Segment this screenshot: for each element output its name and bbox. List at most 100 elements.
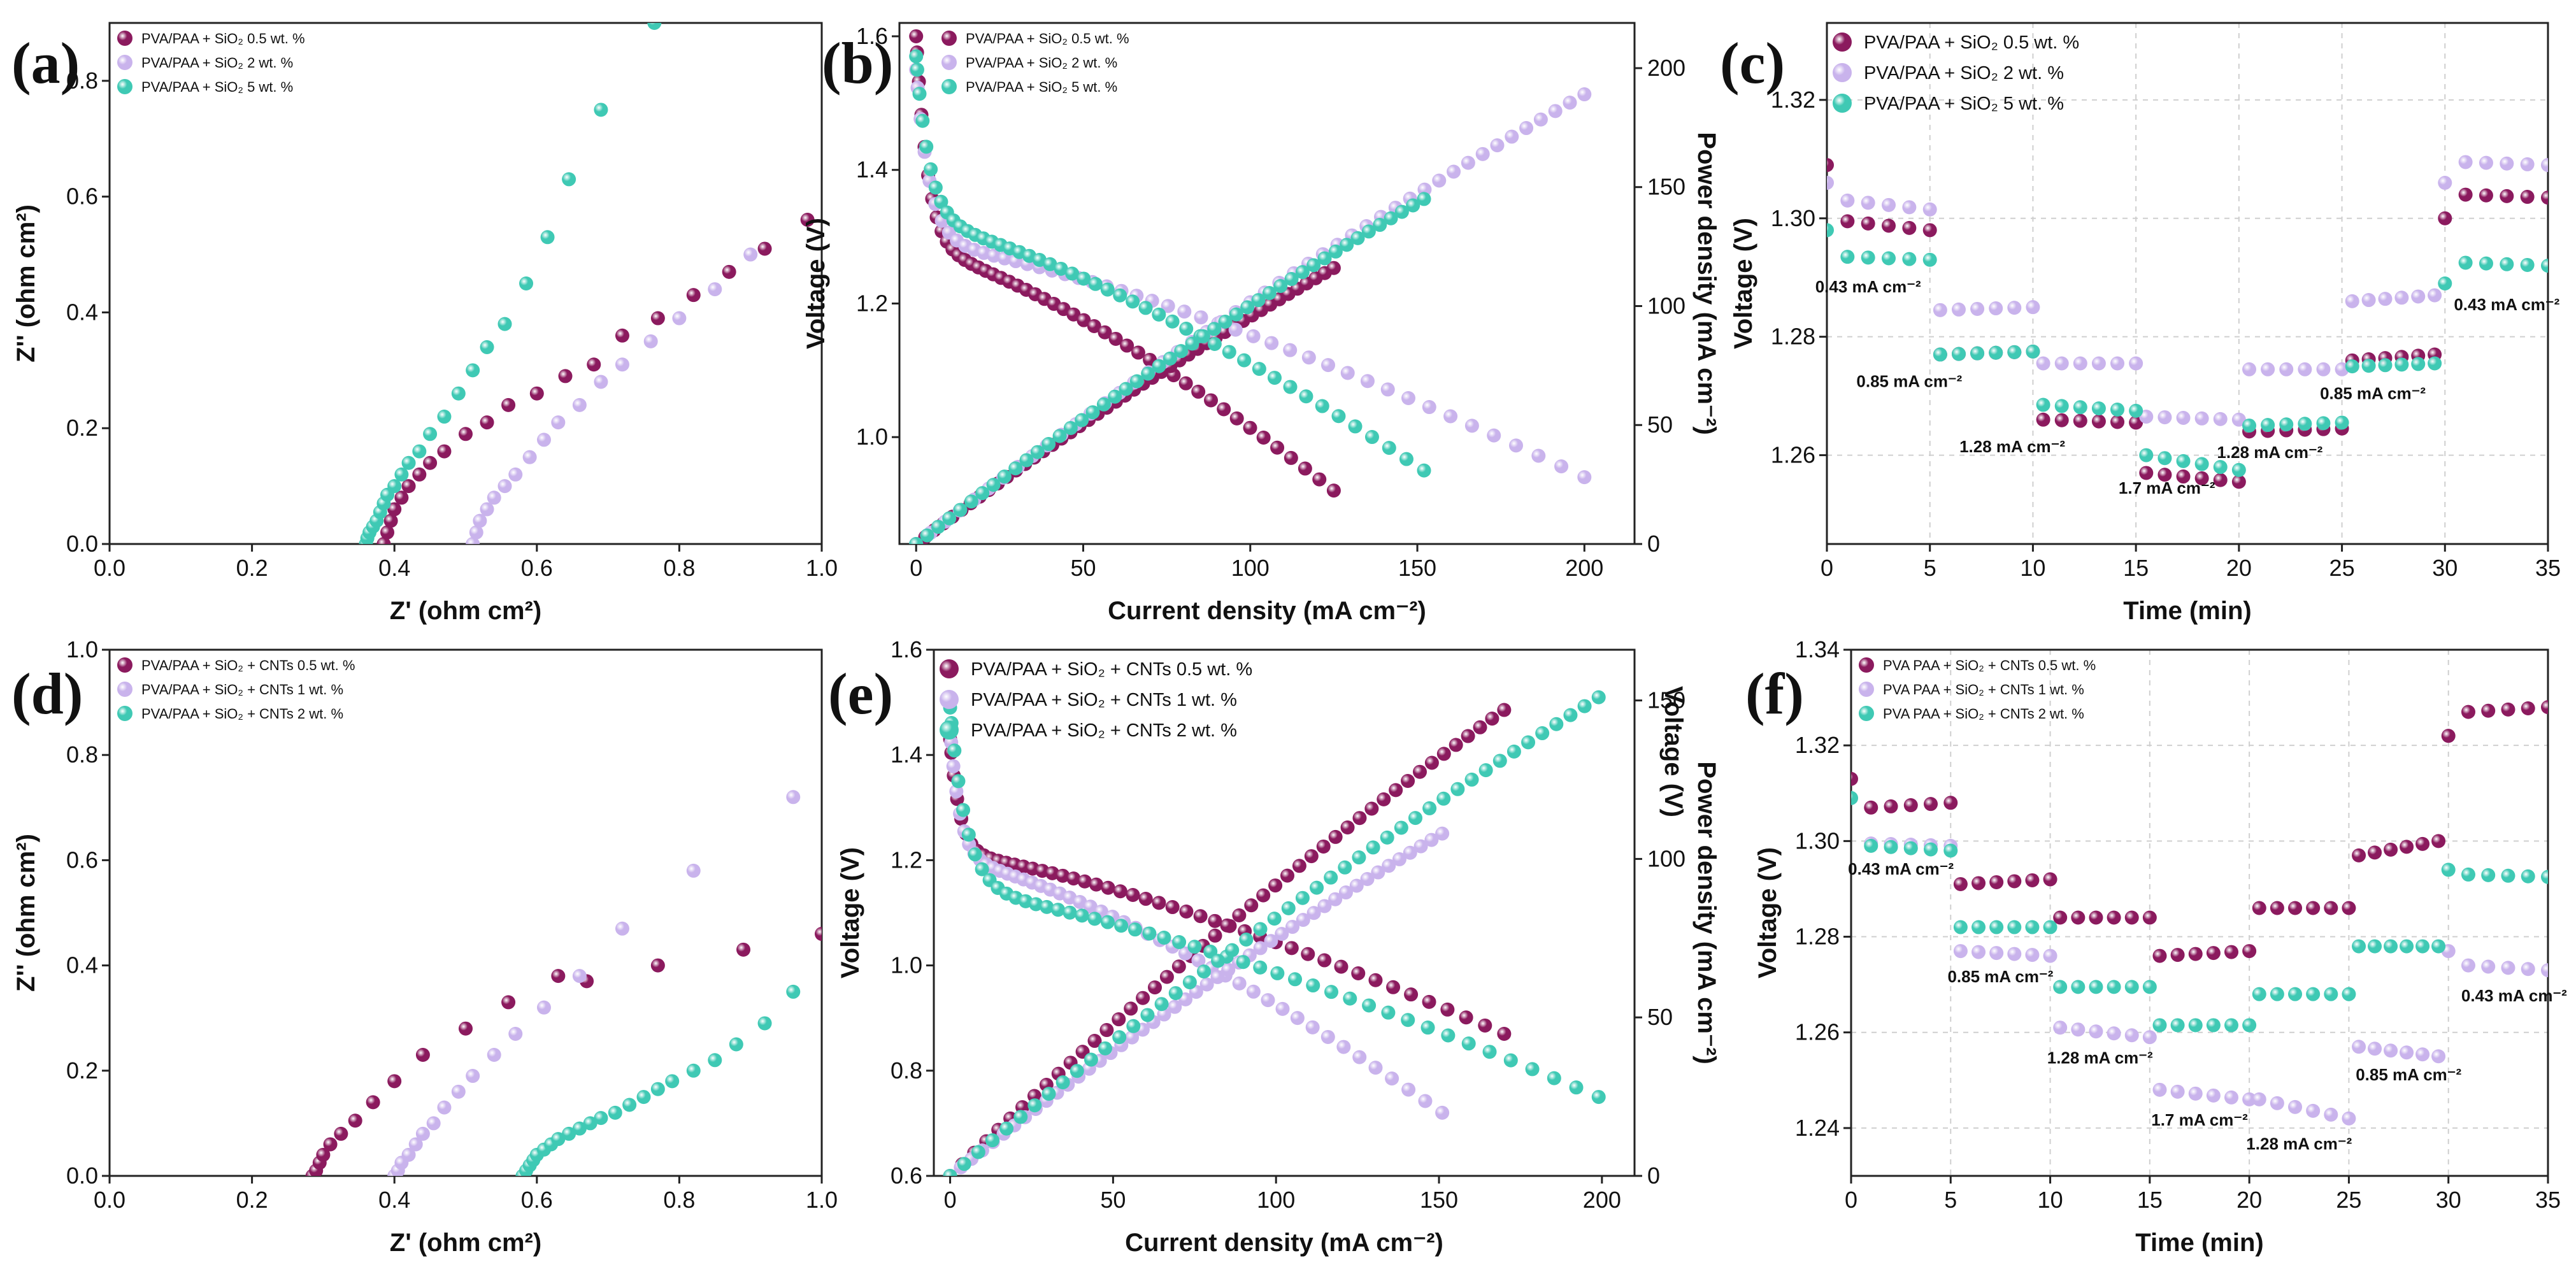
data-point <box>1922 223 1937 238</box>
data-point <box>1902 252 1917 266</box>
voltage-point <box>1138 892 1153 906</box>
data-point <box>1922 252 1937 267</box>
data-point <box>1864 838 1878 853</box>
series-1 <box>305 927 822 1176</box>
voltage-point <box>1264 336 1279 350</box>
voltage-point <box>1382 441 1396 455</box>
voltage-point <box>1420 1020 1435 1035</box>
power-point <box>1326 261 1341 275</box>
y-tick-label: 0.0 <box>66 531 98 557</box>
data-point <box>2438 211 2452 225</box>
power-point <box>1136 991 1150 1005</box>
power-point <box>1548 104 1563 118</box>
data-point <box>1989 920 2004 934</box>
y-tick-label: 0.0 <box>66 1163 98 1189</box>
data-point <box>2176 469 2191 484</box>
y-tick-label: 1.0 <box>856 424 888 450</box>
data-point <box>2316 362 2331 376</box>
data-point <box>594 375 608 389</box>
plot-area <box>909 29 1592 544</box>
plot-area <box>1827 155 2548 489</box>
power-point <box>1140 1008 1155 1022</box>
voltage-point <box>1290 1011 1305 1026</box>
data-point <box>2335 415 2349 430</box>
power-point <box>1119 382 1133 396</box>
data-point <box>1827 175 1834 190</box>
x-tick-label: 200 <box>1565 555 1603 581</box>
power-point <box>1338 860 1352 875</box>
data-point <box>2170 1084 2185 1099</box>
voltage-point <box>1246 984 1261 999</box>
power-point <box>1328 892 1343 906</box>
power-point <box>1310 880 1324 895</box>
x-tick-label: 0.8 <box>663 555 695 581</box>
data-point <box>1971 920 1986 934</box>
voltage-point <box>1401 1013 1415 1027</box>
data-point <box>437 410 452 424</box>
x-tick-label: 1.0 <box>806 1187 838 1213</box>
power-point <box>1324 870 1338 885</box>
power-point <box>1306 258 1321 273</box>
data-point <box>394 490 409 505</box>
x-axis-label: Z' (ohm cm²) <box>390 597 541 625</box>
data-point <box>2152 948 2167 963</box>
data-point <box>1851 791 1858 805</box>
y-tick-label: 1.0 <box>891 952 922 978</box>
power-point <box>1450 782 1465 796</box>
voltage-point <box>1283 343 1298 357</box>
data-point <box>522 450 537 464</box>
data-point <box>583 1116 597 1131</box>
data-point <box>1902 220 1917 235</box>
legend-marker <box>1833 32 1852 52</box>
data-point <box>2152 1018 2167 1033</box>
data-point <box>480 502 494 517</box>
data-point <box>647 23 662 30</box>
data-point <box>480 415 494 430</box>
data-point <box>2242 362 2257 376</box>
data-point <box>2124 910 2139 925</box>
data-point <box>2521 701 2535 715</box>
y-tick-label: 0.4 <box>66 299 98 325</box>
data-point <box>2025 948 2040 962</box>
voltage-point <box>1577 470 1592 485</box>
voltage-point <box>1127 922 1142 937</box>
voltage-point <box>1497 1026 1512 1041</box>
data-point <box>729 1037 743 1052</box>
x-tick-label: 0 <box>944 1187 957 1213</box>
power-point <box>1185 336 1199 351</box>
legend: PVA/PAA + SiO₂ 0.5 wt. % PVA/PAA + SiO₂ 2… <box>941 31 1129 95</box>
power-point <box>1464 772 1479 787</box>
data-point <box>2043 872 2057 887</box>
power-point <box>1473 720 1487 734</box>
power-point <box>957 1157 971 1171</box>
power-point <box>1221 962 1236 977</box>
power-point <box>1112 1030 1127 1045</box>
voltage-point <box>1422 400 1436 415</box>
legend-label: PVA/PAA + SiO₂ + CNTs 0.5 wt. % <box>141 657 355 673</box>
y-axis-label: Z'' (ohm cm²) <box>12 204 40 362</box>
data-point <box>1924 842 1938 857</box>
data-point <box>1851 771 1858 786</box>
power-point <box>1085 405 1100 420</box>
data-point <box>2007 947 2022 961</box>
voltage-point <box>1114 919 1129 933</box>
legend-label: PVA PAA + SiO₂ + CNTs 0.5 wt. % <box>1883 657 2096 673</box>
power-point <box>1401 773 1415 788</box>
current-annotation: 0.85 mA cm⁻² <box>1856 372 1962 391</box>
voltage-point <box>909 29 924 43</box>
voltage-point <box>1435 1105 1450 1120</box>
power-point <box>1168 999 1182 1014</box>
voltage-point <box>1368 973 1383 987</box>
voltage-point <box>1083 899 1098 914</box>
voltage-point <box>1270 966 1285 980</box>
power-point <box>1424 755 1439 770</box>
data-point <box>1861 216 1875 231</box>
data-point <box>2521 869 2535 884</box>
data-point <box>1884 840 1898 854</box>
voltage-point <box>1348 419 1363 434</box>
voltage-point <box>1385 1071 1399 1086</box>
voltage-point <box>1177 304 1192 319</box>
legend-marker <box>940 659 959 678</box>
data-point <box>2043 920 2057 934</box>
panel-letter-b: (b) <box>822 31 893 96</box>
